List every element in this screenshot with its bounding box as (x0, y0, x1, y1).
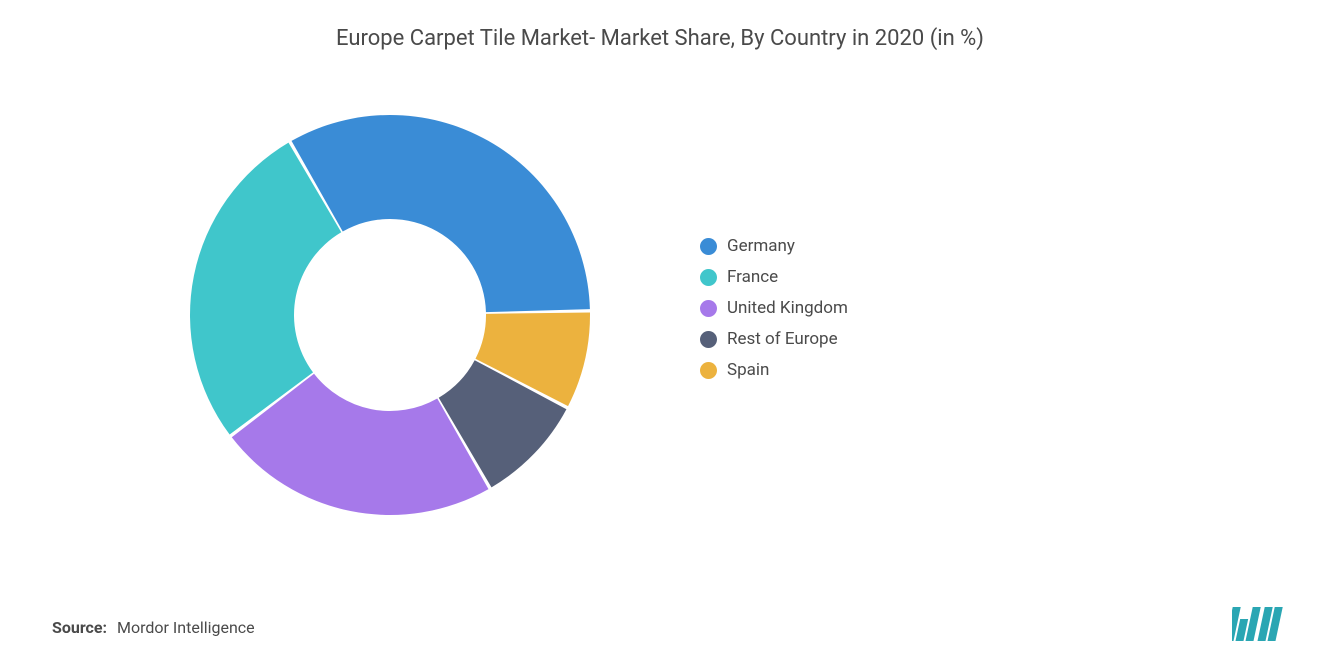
legend-label: Spain (727, 359, 769, 382)
legend-swatch (700, 331, 717, 348)
brand-logo (1232, 601, 1288, 643)
legend: Germany France United Kingdom Rest of Europ… (700, 235, 848, 390)
legend-item: France (700, 266, 848, 289)
legend-swatch (700, 269, 717, 286)
source-attribution: Source: Mordor Intelligence (52, 618, 255, 637)
source-value: Mordor Intelligence (117, 618, 255, 637)
legend-label: France (727, 266, 778, 289)
chart-title: Europe Carpet Tile Market- Market Share,… (0, 26, 1320, 51)
legend-label: Germany (727, 235, 795, 258)
source-label: Source: (52, 618, 107, 637)
legend-swatch (700, 362, 717, 379)
donut-chart (170, 95, 610, 535)
logo-bar (1245, 607, 1260, 641)
legend-item: Spain (700, 359, 848, 382)
legend-item: Rest of Europe (700, 328, 848, 351)
legend-label: Rest of Europe (727, 328, 838, 351)
legend-item: Germany (700, 235, 848, 258)
donut-slice (292, 115, 590, 312)
legend-label: United Kingdom (727, 297, 848, 320)
legend-swatch (700, 238, 717, 255)
legend-item: United Kingdom (700, 297, 848, 320)
legend-swatch (700, 300, 717, 317)
